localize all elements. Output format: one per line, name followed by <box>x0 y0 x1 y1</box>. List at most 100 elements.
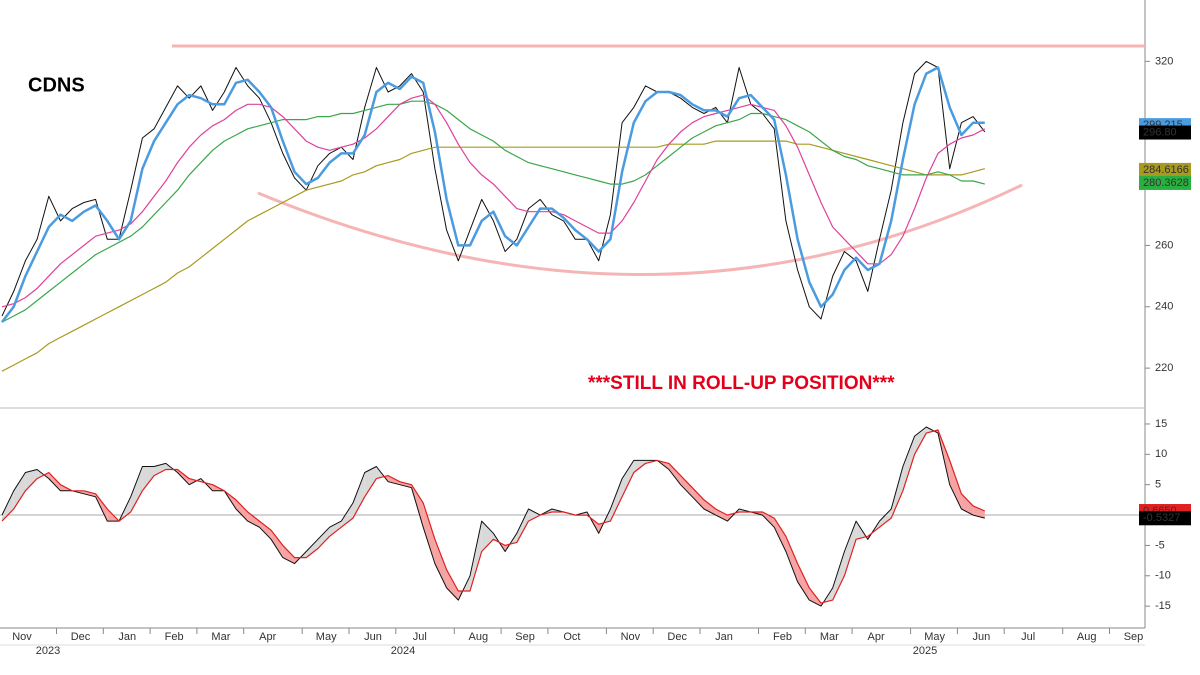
oscillator-fill <box>446 569 459 601</box>
year-label: 2023 <box>36 645 60 657</box>
series-line <box>1 66 985 323</box>
oscillator-fill <box>364 466 377 497</box>
x-tick-label: Jan <box>715 631 733 643</box>
oscillator-fill <box>785 536 798 582</box>
oscillator-fill <box>949 460 962 509</box>
y-tick-label: 220 <box>1155 362 1173 374</box>
oscillator-fill <box>902 436 915 491</box>
oscillator-fill <box>622 460 634 497</box>
oscillator-fill <box>353 472 365 519</box>
x-tick-label: Aug <box>1077 631 1097 643</box>
last-value-box <box>1139 511 1191 526</box>
oscillator-fill <box>130 466 143 512</box>
x-tick-label: Jul <box>413 631 427 643</box>
oscillator-fill <box>680 475 693 497</box>
annotation: ***STILL IN ROLL-UP POSITION*** <box>588 373 895 394</box>
x-tick-label: Feb <box>773 631 792 643</box>
oscillator-fill <box>774 518 786 552</box>
oscillator-fill <box>2 490 14 522</box>
oscillator-fill <box>481 521 494 552</box>
last-value-label: -0.5327 <box>1143 512 1180 524</box>
x-tick-label: Jun <box>973 631 991 643</box>
x-tick-label: Sep <box>515 631 535 643</box>
series-line <box>1 100 985 323</box>
x-tick-label: Mar <box>820 631 839 643</box>
y-tick-label: 260 <box>1155 239 1173 251</box>
oscillator-fill <box>715 509 728 522</box>
year-label: 2024 <box>391 645 415 657</box>
x-tick-label: Jul <box>1021 631 1035 643</box>
oscillator-fill <box>247 512 260 528</box>
y-tick-label: 5 <box>1155 479 1161 491</box>
oscillator-fill <box>329 521 342 537</box>
y-tick-label: -5 <box>1155 539 1165 551</box>
series-line <box>1 426 985 607</box>
y-tick-label: 15 <box>1155 418 1167 430</box>
x-tick-label: Mar <box>211 631 230 643</box>
x-tick-label: Jun <box>364 631 382 643</box>
y-tick-label: -15 <box>1155 600 1171 612</box>
oscillator-fill <box>762 512 775 528</box>
oscillator-fill <box>668 463 681 485</box>
oscillator-fill <box>13 472 26 509</box>
oscillator-fill <box>879 509 892 528</box>
oscillator-fill <box>914 427 927 455</box>
last-value-label: 296.80 <box>1143 126 1177 138</box>
oscillator-fill <box>154 463 166 476</box>
oscillator-fill <box>891 466 903 519</box>
oscillator-fill <box>341 502 353 528</box>
oscillator-fill <box>832 551 845 601</box>
x-tick-label: Aug <box>469 631 489 643</box>
oscillator-fill <box>399 481 412 488</box>
oscillator-fill <box>306 539 318 558</box>
x-tick-label: May <box>924 631 945 643</box>
oscillator-fill <box>528 509 541 522</box>
oscillator-fill <box>470 521 482 591</box>
x-tick-label: Dec <box>667 631 687 643</box>
oscillator-fill <box>434 539 447 588</box>
series-line <box>1 60 986 320</box>
x-tick-label: May <box>316 631 337 643</box>
last-value-label: 284.6166 <box>1143 164 1189 176</box>
x-tick-label: Nov <box>12 631 32 643</box>
oscillator-fill <box>844 521 857 576</box>
last-value-label: 280.3628 <box>1143 177 1189 189</box>
oscillator-fill <box>271 530 283 558</box>
last-value-box <box>1139 125 1191 140</box>
y-tick-label: 10 <box>1155 448 1167 460</box>
x-tick-label: Nov <box>621 631 641 643</box>
year-label: 2025 <box>913 645 937 657</box>
x-tick-label: Feb <box>165 631 184 643</box>
oscillator-fill <box>25 469 38 491</box>
oscillator-fill <box>37 469 45 479</box>
x-tick-label: Apr <box>868 631 885 643</box>
oscillator-fill <box>797 563 810 601</box>
oscillator-fill <box>692 487 704 509</box>
x-tick-label: Oct <box>563 631 580 643</box>
last-value-box <box>1139 175 1191 190</box>
y-tick-label: 320 <box>1155 55 1173 67</box>
series-line <box>1 140 985 372</box>
oscillator-fill <box>83 490 96 497</box>
series-line <box>1 94 986 308</box>
y-tick-label: 240 <box>1155 301 1173 313</box>
oscillator-fill <box>259 521 272 540</box>
oscillator-fill <box>236 499 248 522</box>
oscillator-fill <box>142 466 155 491</box>
y-tick-label: -10 <box>1155 570 1171 582</box>
oscillator-fill <box>48 472 61 491</box>
x-tick-label: Dec <box>71 631 91 643</box>
cup-curve <box>257 183 1023 277</box>
oscillator-fill <box>973 505 985 519</box>
x-tick-label: Sep <box>1124 631 1144 643</box>
oscillator-fill <box>610 478 623 522</box>
oscillator-fill <box>961 493 974 516</box>
oscillator-fill <box>516 509 529 543</box>
chart-title: CDNS <box>28 74 85 96</box>
last-value-box <box>1139 162 1191 177</box>
oscillator-fill <box>177 469 190 485</box>
series-line <box>1 429 986 604</box>
x-tick-label: Jan <box>118 631 136 643</box>
